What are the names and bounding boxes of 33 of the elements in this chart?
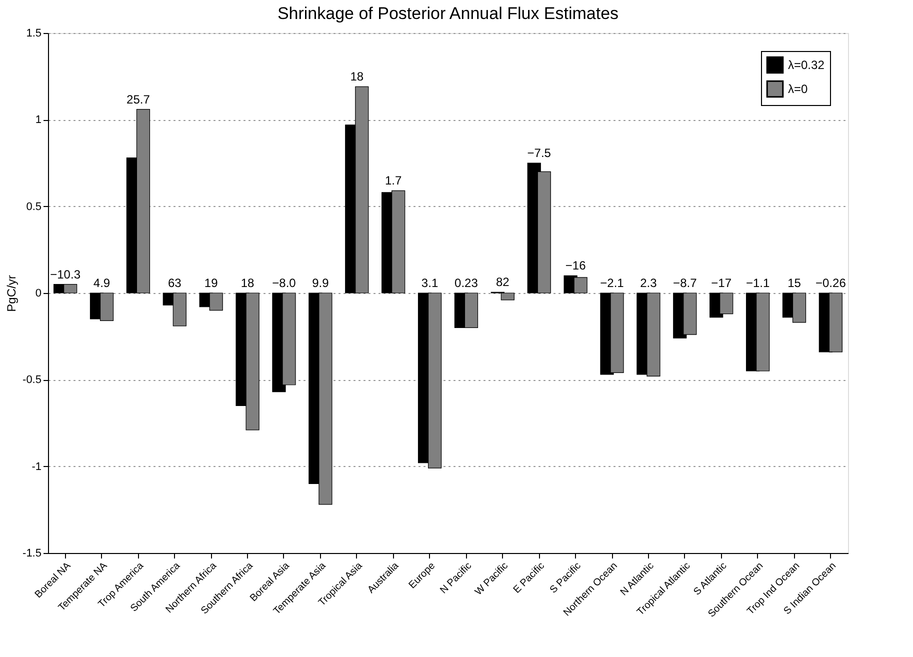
annotation: −2.1 [600, 276, 624, 290]
legend-label: λ=0.32 [788, 58, 825, 72]
annotation: −17 [711, 276, 732, 290]
y-tick-label: 0 [35, 288, 42, 300]
annotation: 19 [204, 276, 218, 290]
annotation: 63 [168, 276, 182, 290]
annotation: 1.7 [384, 174, 402, 188]
annotation: −8.7 [673, 276, 698, 290]
annotation: 2.3 [640, 276, 658, 290]
legend-label: λ=0 [788, 82, 808, 96]
annotation: 0.23 [454, 276, 478, 290]
annotation: −8.0 [272, 276, 296, 290]
annotation: −16 [565, 258, 586, 273]
annotation: −7.5 [527, 146, 552, 160]
y-tick-label: -1 [32, 460, 42, 473]
annotation: 82 [496, 275, 510, 290]
y-tick-label: -1.5 [22, 548, 42, 560]
annotation: −10.3 [50, 267, 81, 282]
y-tick-label: 1.5 [26, 28, 42, 40]
annotation: −0.26 [816, 276, 846, 290]
annotation: 18 [350, 70, 364, 84]
annotation: 3.1 [421, 276, 438, 290]
annotation: −1.1 [746, 276, 770, 290]
annotation: 18 [240, 276, 255, 290]
annotation: 4.9 [93, 276, 110, 290]
y-axis-title: PgC/yr [4, 275, 19, 312]
y-tick-label: 0.5 [26, 200, 42, 213]
annotation: 15 [788, 276, 802, 290]
annotation: 9.9 [312, 276, 330, 290]
chart-title: Shrinkage of Posterior Annual Flux Estimates [277, 4, 619, 23]
y-tick-label: 1 [35, 114, 42, 126]
annotation: 25.7 [126, 92, 150, 106]
y-tick-label: -0.5 [22, 374, 42, 386]
